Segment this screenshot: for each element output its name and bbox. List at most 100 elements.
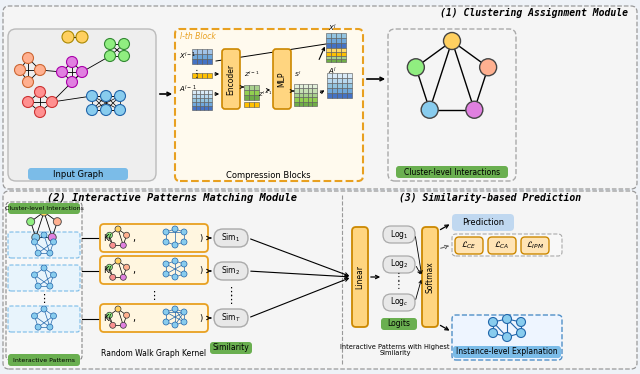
Bar	[196, 102, 200, 106]
Circle shape	[488, 318, 497, 327]
Text: Sim$_T$: Sim$_T$	[221, 312, 241, 324]
Bar	[331, 59, 336, 62]
Bar	[200, 106, 204, 110]
Bar	[294, 101, 298, 106]
Bar	[204, 102, 208, 106]
Text: $Z^{l-1}$: $Z^{l-1}$	[244, 70, 260, 79]
Bar	[307, 92, 312, 97]
Circle shape	[163, 319, 169, 325]
FancyBboxPatch shape	[8, 354, 80, 366]
Bar	[336, 56, 341, 59]
Bar	[303, 88, 307, 92]
Text: ,: ,	[132, 265, 136, 275]
Bar	[192, 106, 196, 110]
Circle shape	[488, 328, 497, 337]
Bar	[303, 92, 307, 97]
Bar	[192, 54, 197, 59]
Circle shape	[51, 272, 56, 278]
Bar	[298, 101, 303, 106]
Text: ): )	[200, 233, 203, 242]
Bar	[208, 98, 212, 102]
Bar	[341, 56, 346, 59]
Circle shape	[118, 39, 129, 49]
Circle shape	[41, 265, 47, 271]
Circle shape	[35, 107, 45, 117]
Bar	[341, 38, 346, 43]
Text: Encoder: Encoder	[227, 64, 236, 95]
Circle shape	[120, 274, 126, 280]
Bar	[244, 95, 249, 100]
Bar	[307, 83, 312, 88]
Text: Logits: Logits	[387, 319, 410, 328]
Bar	[342, 88, 347, 93]
Bar	[332, 73, 337, 78]
Text: ,: ,	[132, 313, 136, 323]
Bar	[303, 97, 307, 101]
Bar	[208, 106, 212, 110]
Text: Prediction: Prediction	[462, 218, 504, 227]
Text: Cluster-level Interactions: Cluster-level Interactions	[4, 206, 83, 211]
Text: $X^{l}$: $X^{l}$	[328, 22, 337, 34]
Bar	[307, 88, 312, 92]
Bar	[332, 78, 337, 83]
FancyBboxPatch shape	[8, 265, 80, 291]
Bar	[294, 97, 298, 101]
Bar	[332, 83, 337, 88]
Text: K(: K(	[103, 313, 112, 322]
Text: Log$_c$: Log$_c$	[390, 295, 408, 309]
Bar	[202, 59, 207, 64]
Circle shape	[516, 328, 525, 337]
Text: MLP: MLP	[278, 71, 287, 87]
Bar	[200, 98, 204, 102]
Bar	[331, 52, 336, 56]
Bar	[347, 78, 352, 83]
FancyBboxPatch shape	[210, 342, 252, 354]
Text: ⋮: ⋮	[191, 69, 201, 79]
Bar	[196, 98, 200, 102]
Circle shape	[35, 64, 45, 76]
Bar	[347, 88, 352, 93]
Text: Instance-level Explanation: Instance-level Explanation	[456, 347, 558, 356]
Text: $\mathcal{L}_{CE}$: $\mathcal{L}_{CE}$	[461, 240, 477, 251]
Text: $\mathcal{L}_{IPM}$: $\mathcal{L}_{IPM}$	[526, 240, 544, 251]
Circle shape	[22, 96, 33, 107]
Bar	[204, 94, 208, 98]
Bar	[200, 90, 204, 94]
FancyBboxPatch shape	[381, 318, 417, 330]
FancyBboxPatch shape	[222, 49, 240, 109]
Bar	[341, 52, 346, 56]
Bar	[202, 49, 207, 54]
Circle shape	[181, 239, 187, 245]
Text: Similarity: Similarity	[212, 343, 250, 353]
Circle shape	[35, 250, 41, 256]
Bar	[331, 38, 336, 43]
Circle shape	[15, 64, 26, 76]
Bar	[254, 95, 259, 100]
Bar	[337, 93, 342, 98]
Bar	[303, 83, 307, 88]
Circle shape	[31, 272, 38, 278]
Circle shape	[76, 31, 88, 43]
Circle shape	[163, 229, 169, 235]
Text: $X^{l-1}$: $X^{l-1}$	[179, 50, 196, 62]
Circle shape	[31, 239, 38, 245]
FancyBboxPatch shape	[383, 256, 415, 273]
Circle shape	[115, 258, 121, 264]
Bar	[347, 93, 352, 98]
Circle shape	[466, 101, 483, 118]
Bar	[327, 73, 332, 78]
Bar	[208, 102, 212, 106]
Bar	[207, 54, 212, 59]
Bar	[312, 97, 317, 101]
Bar	[331, 48, 336, 52]
Circle shape	[115, 306, 121, 312]
Text: Log$_1$: Log$_1$	[390, 227, 408, 240]
Circle shape	[35, 283, 41, 289]
Bar	[202, 54, 207, 59]
FancyBboxPatch shape	[352, 227, 368, 327]
FancyBboxPatch shape	[3, 191, 637, 369]
Circle shape	[502, 332, 511, 341]
Text: (1) Clustering Assignment Module: (1) Clustering Assignment Module	[440, 8, 628, 18]
Circle shape	[22, 77, 33, 88]
Circle shape	[100, 91, 111, 101]
